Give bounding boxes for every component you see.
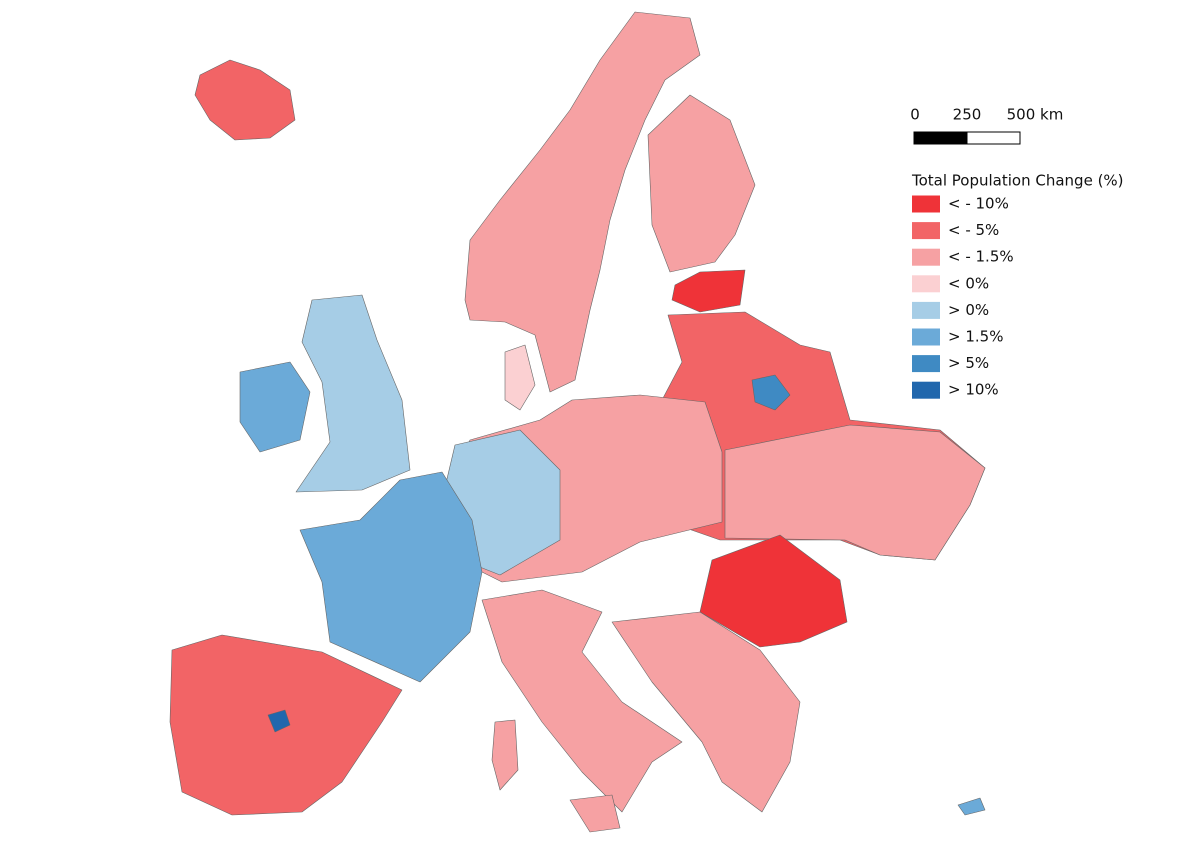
italy	[481, 589, 683, 813]
france	[299, 471, 483, 683]
ireland	[239, 361, 311, 453]
legend-swatch	[912, 301, 940, 319]
balkans	[611, 611, 801, 813]
scale-bar-white	[966, 131, 1021, 145]
iceland	[194, 59, 296, 141]
legend-swatch	[912, 248, 940, 266]
legend-swatch	[912, 328, 940, 346]
legend-swatch	[912, 195, 940, 213]
scale-bar-label: 250	[953, 106, 982, 124]
finland	[647, 94, 756, 273]
legend-label: > 1.5%	[948, 328, 1003, 346]
legend-swatch	[912, 275, 940, 293]
scale-bar-black	[913, 131, 968, 145]
great-britain	[295, 294, 411, 493]
legend-swatch	[912, 381, 940, 399]
cyprus	[957, 797, 986, 816]
legend-label: < 0%	[948, 274, 989, 292]
scandinavia	[464, 11, 701, 393]
legend-label: > 10%	[948, 381, 999, 399]
legend-label: > 5%	[948, 354, 989, 372]
legend-swatch	[912, 355, 940, 373]
denmark	[504, 344, 536, 411]
legend-label: < - 5%	[948, 221, 999, 239]
scale-bar-label: 500 km	[1007, 106, 1064, 124]
legend-label: < - 1.5%	[948, 248, 1014, 266]
legend-label: < - 10%	[948, 195, 1009, 213]
scale-bar-label: 0	[910, 106, 920, 124]
map-regions	[169, 11, 986, 833]
madrid	[267, 709, 291, 733]
estonia	[671, 269, 746, 313]
romania	[699, 534, 848, 648]
legend-swatch	[912, 222, 940, 240]
minsk	[751, 374, 791, 411]
sardinia	[491, 719, 519, 791]
sicily	[569, 794, 621, 833]
legend-label: > 0%	[948, 301, 989, 319]
legend-title: Total Population Change (%)	[911, 172, 1124, 190]
